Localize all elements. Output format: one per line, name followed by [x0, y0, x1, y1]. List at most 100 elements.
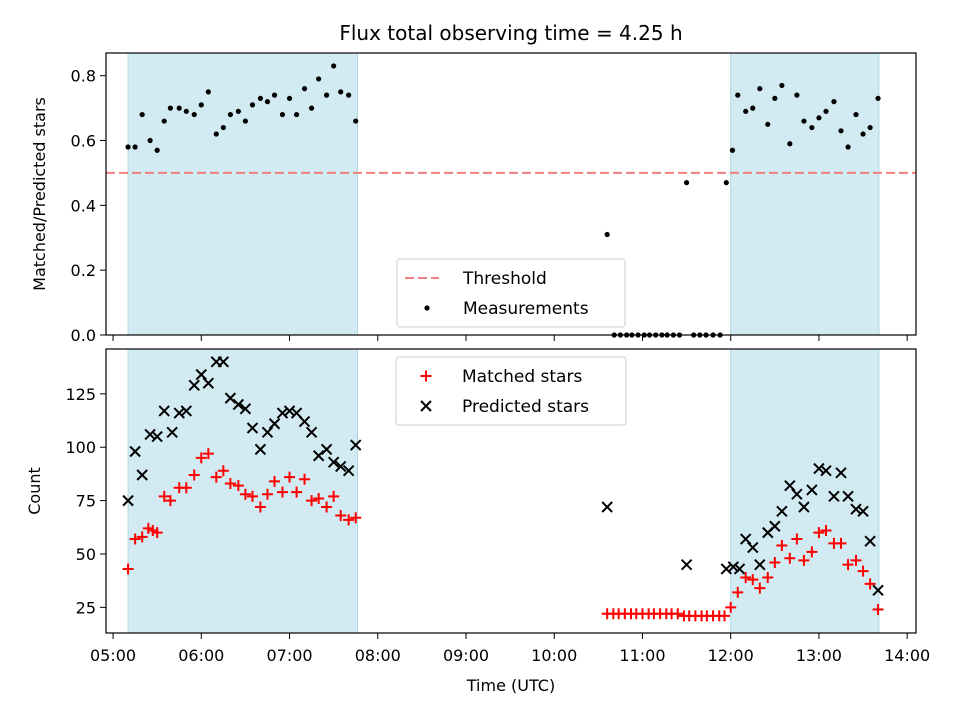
ratio-legend: Threshold Measurements [396, 258, 626, 328]
count-x-point [232, 398, 245, 411]
ratio-dot-point [220, 124, 226, 131]
ratio-observing-window-2 [730, 52, 880, 336]
count-plus-point [202, 448, 214, 460]
count-x-tick-label: 12:00 [708, 646, 754, 665]
count-x-point [122, 494, 134, 507]
ratio-legend-label: Measurements [463, 299, 589, 319]
ratio-dot-point [271, 92, 278, 98]
ratio-dot-point [353, 118, 359, 124]
ratio-dot-point [176, 105, 182, 111]
count-observing-window-1 [127, 348, 358, 634]
count-plus-point [762, 571, 774, 583]
ratio-dot-point [132, 144, 138, 150]
ratio-dot-point [205, 89, 211, 95]
ratio-dot-point [683, 180, 690, 186]
count-plus-point [239, 488, 251, 500]
ratio-y-tick-label: 0.0 [71, 326, 96, 345]
count-x-tick-label: 11:00 [619, 646, 665, 665]
x-axis-title: Time (UTC) [466, 676, 555, 695]
count-x-point [754, 558, 766, 571]
ratio-dot-point [161, 118, 167, 124]
count-y-tick-label: 75 [76, 492, 96, 511]
count-x-point [202, 377, 215, 389]
ratio-dot-point [860, 131, 866, 137]
ratio-dot-point [279, 111, 286, 118]
count-x-point [720, 563, 733, 575]
count-legend-plus-swatch [420, 370, 432, 382]
count-legend-label: Matched stars [462, 367, 582, 387]
count-x-point [727, 561, 740, 573]
count-x-point [217, 356, 230, 368]
count-x-point [820, 465, 832, 477]
chart-title: Flux total observing time = 4.25 h [339, 21, 682, 45]
ratio-dot-point [816, 115, 822, 121]
count-plus-point [776, 539, 788, 551]
count-y-tick-label: 100 [65, 438, 96, 457]
ratio-dot-point [765, 121, 771, 127]
ratio-panel: 0.0 0.2 0.4 0.6 0.8 Matched/Predicted stars Th… [30, 52, 917, 345]
ratio-dot-point [757, 86, 763, 92]
count-x-tick-label: 09:00 [443, 646, 489, 665]
count-plus-point [129, 533, 141, 545]
count-plus-point [835, 537, 847, 549]
count-plus-point [747, 574, 759, 586]
count-x-point [864, 535, 876, 547]
ratio-dot-point [838, 128, 844, 134]
count-x-point [129, 445, 141, 458]
count-plus-point [210, 471, 222, 483]
ratio-dot-point [750, 105, 756, 111]
count-x-tick-label: 13:00 [796, 646, 842, 665]
count-plot-frame [105, 348, 917, 634]
count-x-point [144, 428, 156, 441]
count-plus-point [164, 495, 176, 507]
ratio-dot-point [772, 95, 778, 101]
ratio-dot-point [198, 102, 204, 108]
count-x-tick-label: 10:00 [531, 646, 577, 665]
ratio-dot-point [264, 99, 271, 105]
count-x-point [261, 426, 274, 438]
ratio-dot-point [242, 118, 249, 124]
ratio-dot-point [293, 111, 300, 118]
ratio-legend-label: Threshold [462, 269, 547, 289]
ratio-legend-box [396, 258, 626, 328]
count-x-point [320, 443, 333, 456]
count-x-tick-label: 05:00 [90, 646, 136, 665]
ratio-dot-point [604, 231, 610, 238]
count-x-point [283, 405, 296, 417]
ratio-dot-point [139, 111, 145, 118]
ratio-series-1 [125, 63, 881, 338]
ratio-dot-point [257, 95, 264, 101]
count-x-point [254, 443, 267, 456]
ratio-dot-point [743, 108, 749, 114]
count-x-point [857, 505, 869, 517]
count-x-point [305, 426, 318, 438]
count-plus-point [725, 601, 737, 613]
count-plus-point [180, 482, 192, 494]
count-x-point [158, 405, 170, 417]
count-plus-point [864, 578, 876, 590]
count-plus-point [246, 490, 258, 502]
count-plus-point [754, 582, 766, 594]
count-plus-point [842, 559, 854, 571]
count-plus-point [740, 571, 752, 583]
ratio-dot-point [845, 144, 851, 150]
ratio-dot-point [823, 108, 829, 114]
ratio-dot-point [249, 102, 256, 108]
count-panel: 25 50 75 100 125 05:00 06:00 07:00 08:00 09:00 10:… [25, 348, 930, 665]
ratio-dot-point [308, 105, 315, 111]
count-x-point [739, 533, 752, 545]
count-x-point [872, 584, 884, 597]
count-x-point [776, 505, 788, 517]
count-plus-point [343, 514, 355, 526]
count-plus-point [195, 452, 207, 464]
count-plus-point [313, 492, 325, 504]
ratio-dot-point [191, 111, 197, 118]
count-x-point [342, 465, 355, 477]
count-x-point [747, 541, 759, 554]
ratio-dot-point [346, 92, 352, 98]
count-plus-point [784, 552, 796, 564]
count-plus-point [798, 554, 810, 566]
count-plus-point [217, 465, 229, 477]
count-x-point [828, 490, 840, 503]
count-y-tick-label: 50 [76, 545, 96, 564]
